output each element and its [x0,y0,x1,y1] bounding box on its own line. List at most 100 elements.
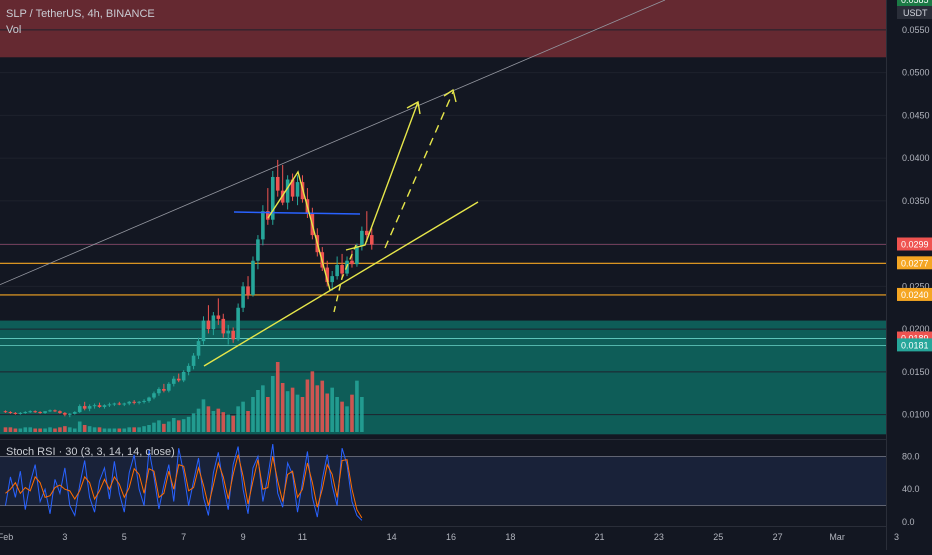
candle-body [147,397,151,401]
volume-bar [117,428,122,432]
candle-body [63,412,67,415]
candle-body [290,179,295,197]
volume-bar [300,397,305,432]
candle-body [82,406,87,409]
volume-bar [127,427,132,432]
currency-tag [897,6,932,19]
price-tick-label: 0.0400 [902,153,930,163]
candle-body [43,411,47,413]
price-tick-label: 0.0550 [902,25,930,35]
volume-bar [107,428,112,432]
volume-bar [305,379,310,432]
candle-body [335,265,339,277]
volume-bar [246,411,250,432]
price-tick-label: 0.0250 [902,281,930,291]
pane-divider-rsi[interactable] [0,439,886,440]
volume-bar [77,421,82,432]
candle-body [231,330,235,340]
candle-body [23,412,28,414]
price-axis[interactable] [886,0,932,550]
volume-bar [97,427,102,432]
volume-bar [261,385,265,432]
volume-bar [102,428,107,432]
candle-body [3,411,8,413]
volume-bar [275,362,280,432]
volume-bar [216,408,221,432]
volume-bar [137,427,141,432]
volume-legend[interactable]: Vol [6,24,22,36]
candle-body [87,406,92,409]
candle-body [152,393,156,398]
candle-body [77,406,82,413]
candle-body [365,230,369,236]
candle-body [330,276,334,283]
candle-body [186,365,191,372]
volume-bar [335,397,339,432]
time-tick-label: 18 [505,532,515,542]
volume-bar [256,390,260,432]
resistance-zone [0,0,886,58]
candle-body [226,330,231,334]
neckline [233,211,361,215]
volume-bar [270,376,275,432]
price-tag-label: 0.0585 [901,0,929,5]
volume-bar [266,397,270,432]
volume-bar [147,425,151,432]
zigzag-path [267,170,331,291]
stoch-rsi-legend[interactable]: Stoch RSI · 30 (3, 3, 14, 14, close) [6,446,175,458]
symbol-legend[interactable]: SLP / TetherUS, 4h, BINANCE [6,8,155,20]
volume-bar [112,428,117,432]
candle-body [295,182,300,197]
volume-bar [251,397,255,432]
volume-bar [360,397,364,432]
candle-body [18,412,23,414]
price-tick-label: 0.0100 [902,410,930,420]
volume-bar [152,422,156,432]
time-tick-label: 5 [122,532,127,542]
volume-bar [87,426,92,432]
candle-body [33,411,37,413]
volume-bar [82,425,87,432]
candle-body [157,388,161,394]
time-tick-label: 23 [654,532,664,542]
volume-bar [310,371,315,432]
support-zone [0,320,886,435]
price-tag-label: 0.0277 [901,258,929,268]
volume-bar [3,427,8,432]
time-tick-label: Mar [829,532,845,542]
price-tag [897,338,932,352]
rsi-band [0,456,886,506]
volume-bar [186,416,191,432]
time-tick-label: 3 [62,532,67,542]
candle-body [176,378,181,381]
time-tick-label: 11 [298,532,307,542]
volume-bar [350,394,354,432]
volume-bar [18,428,23,432]
volume-bar [33,428,37,432]
volume-bar [290,387,295,432]
volume-bar [315,385,320,432]
dashed-projection [384,91,454,249]
candle-body [325,267,330,283]
candle-body [97,405,102,407]
candle-body [355,246,359,265]
candle-body [167,383,171,391]
candle-body [201,320,206,342]
time-tick-label: Feb [0,532,13,542]
candle-body [285,179,290,203]
volume-bar [211,411,216,432]
volume-bar [92,427,97,432]
time-tick-label: 7 [181,532,186,542]
volume-bar [325,393,330,432]
candle-body [236,307,240,340]
candle-body [221,318,226,334]
volume-bar [167,421,171,432]
volume-bar [122,428,127,432]
volume-bar [345,406,349,432]
projection-arrow [345,101,419,251]
time-tick-label: 3 [894,532,899,542]
time-tick-label: 16 [446,532,456,542]
time-tick-label: 27 [773,532,783,542]
